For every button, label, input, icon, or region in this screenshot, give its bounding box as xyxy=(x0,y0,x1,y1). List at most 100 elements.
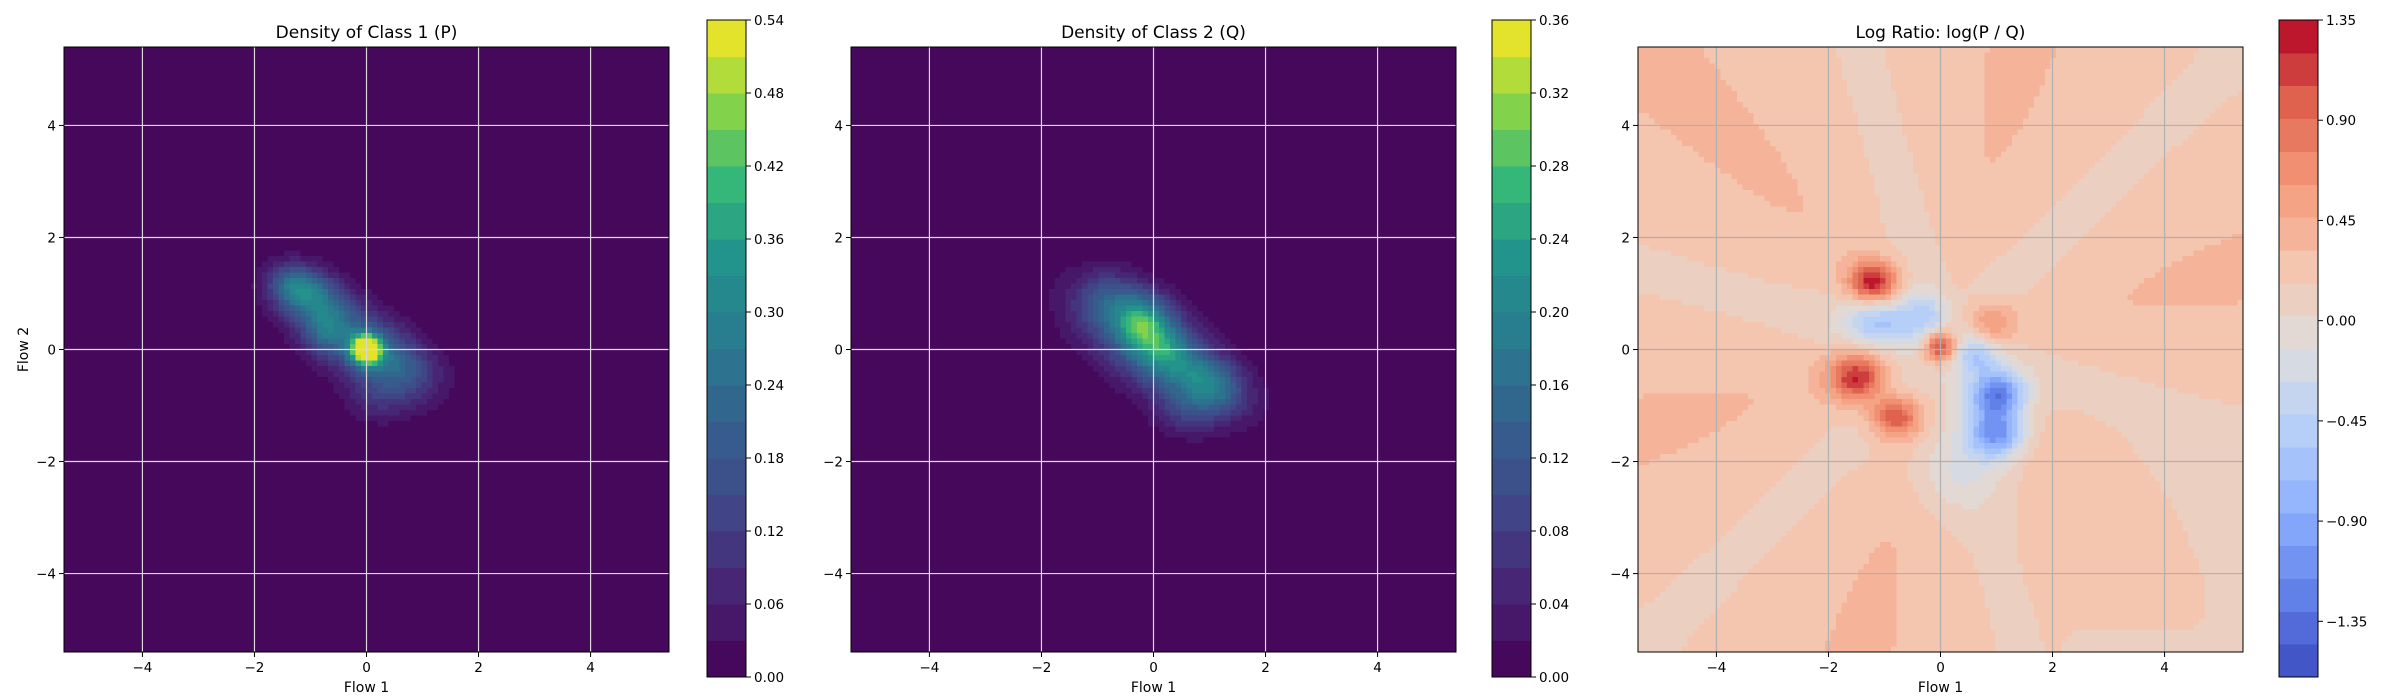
colorbar-band xyxy=(707,385,746,422)
x-tick-label: −2 xyxy=(1032,660,1052,676)
colorbar-tick-label: 0.42 xyxy=(754,159,784,175)
colorbar-band xyxy=(1492,202,1531,240)
colorbar-band xyxy=(707,166,746,203)
colorbar-band xyxy=(707,567,746,605)
colorbar-tick-label: 0.00 xyxy=(2326,314,2356,330)
colorbar-band xyxy=(2279,249,2318,284)
x-tick-label: 4 xyxy=(2160,660,2169,676)
colorbar-band xyxy=(2279,545,2318,579)
x-tick-label: −4 xyxy=(919,660,939,676)
colorbar-band xyxy=(707,421,746,459)
colorbar-band xyxy=(1492,494,1531,532)
colorbar-tick-label: 0.00 xyxy=(1539,670,1569,686)
colorbar-band xyxy=(2279,85,2318,120)
colorbar-tick-label: 0.36 xyxy=(754,232,784,248)
colorbar-band xyxy=(1492,166,1531,203)
colorbar-band xyxy=(707,275,746,313)
colorbar-tick-label: 0.04 xyxy=(1539,597,1569,613)
colorbar-band xyxy=(1492,20,1531,57)
colorbar-band xyxy=(2279,414,2318,448)
colorbar-band xyxy=(707,348,746,386)
colorbar-tick-label: 0.48 xyxy=(754,86,784,102)
colorbar-band xyxy=(2279,52,2318,87)
colorbar-tick-label: 0.12 xyxy=(1539,451,1569,467)
colorbar-tick-label: 0.12 xyxy=(754,524,784,540)
y-tick-label: −2 xyxy=(823,455,843,471)
colorbar-band xyxy=(707,604,746,641)
colorbar-band xyxy=(707,202,746,240)
colorbar-band xyxy=(1492,348,1531,386)
colorbar-band xyxy=(2279,578,2318,612)
colorbar-band xyxy=(1492,567,1531,605)
colorbar-band xyxy=(707,93,746,130)
colorbar-tick-label: 0.90 xyxy=(2326,113,2356,129)
colorbar-band xyxy=(2279,118,2318,152)
colorbar-band xyxy=(707,458,746,495)
colorbar-band xyxy=(1492,129,1531,167)
y-tick-label: 0 xyxy=(1621,343,1630,359)
colorbar-band xyxy=(2279,20,2318,54)
colorbar-tick-label: 0.54 xyxy=(754,13,784,29)
y-tick-label: −2 xyxy=(1610,455,1630,471)
colorbar-band xyxy=(2279,512,2318,547)
y-axis-label: Flow 2 xyxy=(16,327,32,372)
y-tick-label: 4 xyxy=(834,118,843,134)
colorbar-tick-label: 0.30 xyxy=(754,305,784,321)
heatmap-field xyxy=(64,47,670,653)
x-tick-label: 2 xyxy=(2048,660,2057,676)
colorbar-band xyxy=(1492,458,1531,495)
x-tick-label: 0 xyxy=(362,660,371,676)
panel-2: −4 −2 0 2 4 −4 −2 0 2 4 Density of Class 2 (Q) Flow… xyxy=(823,13,1569,696)
colorbar-tick-label: 1.35 xyxy=(2326,13,2356,29)
x-tick-label: 0 xyxy=(1149,660,1158,676)
colorbar-tick-label: 0.20 xyxy=(1539,305,1569,321)
colorbar-band xyxy=(2279,381,2318,415)
colorbar-band xyxy=(2279,644,2318,678)
colorbar-band xyxy=(707,56,746,94)
colorbar-band xyxy=(2279,151,2318,185)
colorbar-frame xyxy=(2278,19,2319,678)
y-tick-label: 0 xyxy=(834,343,843,359)
colorbar-tick-label: 0.16 xyxy=(1539,378,1569,394)
colorbar-band xyxy=(707,312,746,349)
colorbar-band xyxy=(1492,531,1531,568)
x-axis-label: Flow 1 xyxy=(1131,680,1176,696)
colorbar-band xyxy=(2279,611,2318,645)
colorbar-band xyxy=(707,494,746,532)
panel-3: −4 −2 0 2 4 −4 −2 0 2 4 Log Ratio: log(P / Q) Flow … xyxy=(1610,13,2367,696)
colorbar-band xyxy=(707,129,746,167)
colorbar-band xyxy=(1492,275,1531,313)
x-tick-label: −4 xyxy=(1706,660,1726,676)
x-tick-label: −4 xyxy=(132,660,152,676)
x-axis-label: Flow 1 xyxy=(344,680,389,696)
colorbar-band xyxy=(1492,239,1531,276)
chart-title: Density of Class 2 (Q) xyxy=(1061,23,1246,43)
y-tick-label: 0 xyxy=(47,343,56,359)
panel-1: −4 −2 0 2 4 −4 −2 0 2 4 Density of Class 1 (P) Flow… xyxy=(16,13,784,696)
colorbar-tick-label: 0.18 xyxy=(754,451,784,467)
colorbar-frame xyxy=(706,19,747,678)
x-tick-label: 2 xyxy=(474,660,483,676)
colorbar-band xyxy=(707,531,746,568)
colorbar-tick-label: 0.28 xyxy=(1539,159,1569,175)
colorbar-band xyxy=(1492,604,1531,641)
colorbar xyxy=(707,20,746,678)
chart-title: Log Ratio: log(P / Q) xyxy=(1856,23,2026,43)
x-tick-label: 4 xyxy=(586,660,595,676)
colorbar-band xyxy=(2279,282,2318,317)
colorbar-tick-label: −0.45 xyxy=(2326,414,2367,430)
colorbar xyxy=(2279,20,2318,678)
colorbar-band xyxy=(1492,640,1531,678)
colorbar-band xyxy=(2279,479,2318,514)
colorbar-band xyxy=(1492,385,1531,422)
chart-title: Density of Class 1 (P) xyxy=(276,23,458,43)
colorbar-band xyxy=(1492,56,1531,94)
colorbar-band xyxy=(707,640,746,678)
y-tick-label: −4 xyxy=(1610,567,1630,583)
y-tick-label: 2 xyxy=(47,230,56,246)
colorbar-tick-label: 0.24 xyxy=(1539,232,1569,248)
x-tick-label: −2 xyxy=(1819,660,1839,676)
colorbar-tick-label: 0.00 xyxy=(754,670,784,686)
y-tick-label: 2 xyxy=(1621,230,1630,246)
